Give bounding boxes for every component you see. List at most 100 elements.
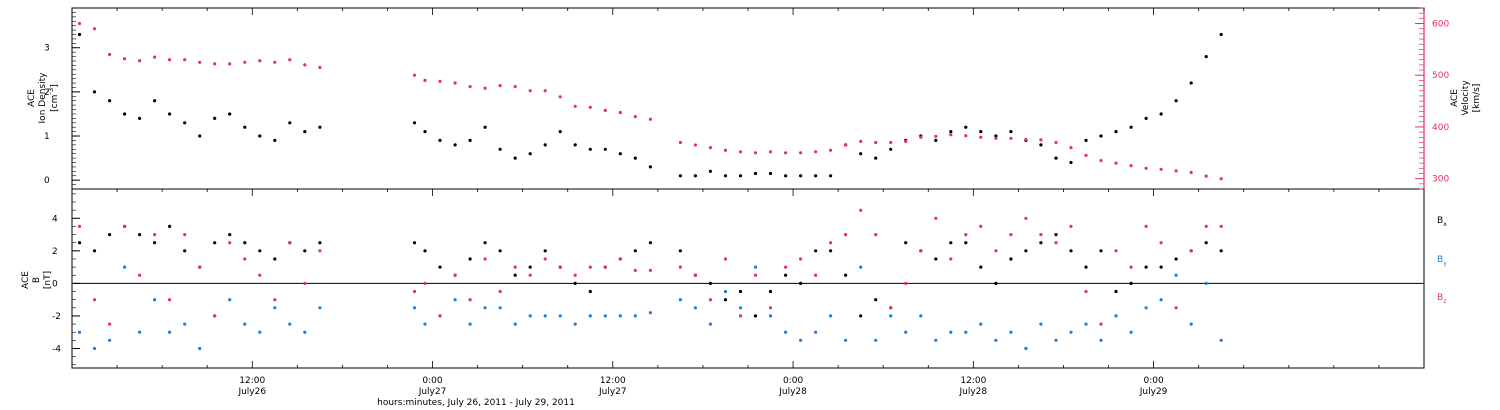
velocity-point	[1159, 167, 1163, 171]
by-point	[919, 314, 923, 318]
bx-point	[423, 249, 427, 253]
by-point	[423, 322, 427, 326]
velocity-tick-label: 300	[1432, 175, 1449, 185]
ion-density-point	[168, 112, 172, 116]
by-point	[829, 314, 833, 318]
velocity-point	[92, 27, 97, 31]
bz-point	[1144, 224, 1148, 228]
velocity-point	[768, 150, 773, 154]
ion-density-point	[964, 125, 968, 129]
ion-density-point	[934, 138, 938, 142]
density-tick-label: 0	[44, 176, 50, 186]
bz-point	[859, 208, 863, 212]
ion-density-point	[949, 130, 953, 134]
b-title-line-2: B	[32, 277, 42, 283]
bx-point	[412, 241, 417, 245]
velocity-point	[633, 115, 637, 119]
ion-density-point	[753, 171, 758, 176]
bx-point	[904, 241, 908, 245]
bz-point	[1099, 322, 1103, 326]
velocity-point	[618, 110, 622, 115]
b-axis-title: ACE B [nT]	[21, 271, 53, 289]
ion-density-point	[799, 174, 803, 178]
ion-density-point	[498, 147, 502, 151]
bx-point	[979, 265, 983, 269]
bz-point	[693, 273, 698, 277]
velocity-point	[303, 63, 307, 67]
velocity-point	[138, 59, 142, 63]
ion-density-point	[468, 138, 472, 142]
ion-density-point	[273, 138, 277, 142]
ion-density-point	[513, 156, 517, 160]
ion-density-point	[423, 130, 427, 134]
by-point	[543, 314, 547, 318]
bx-point	[1099, 249, 1103, 253]
ion-density-point	[678, 174, 683, 178]
by-point	[243, 322, 247, 326]
velocity-point	[1219, 177, 1223, 181]
bx-point	[723, 298, 728, 302]
by-point	[138, 330, 142, 334]
by-point	[288, 322, 292, 326]
ion-density-point	[994, 134, 998, 138]
bz-point	[1219, 224, 1223, 228]
velocity-point	[859, 139, 863, 143]
ion-density-point	[814, 174, 818, 178]
bz-point	[183, 233, 187, 237]
bz-point	[288, 241, 292, 245]
by-point	[723, 289, 728, 294]
bx-point	[108, 233, 112, 237]
legend-bx: Bx	[1437, 216, 1447, 228]
ion-density-point	[558, 130, 562, 134]
bz-point	[1024, 216, 1028, 220]
bx-point	[92, 249, 97, 253]
bz-point	[573, 273, 577, 277]
ion-density-point	[108, 99, 112, 103]
by-point	[738, 306, 743, 310]
b-tick-label: 2	[52, 247, 58, 257]
ion-density-point	[123, 112, 127, 116]
velocity-point	[753, 151, 758, 155]
velocity-point	[198, 60, 202, 64]
by-point	[678, 298, 683, 302]
ion-density-point	[859, 152, 863, 156]
ion-density-point	[528, 152, 532, 156]
ion-density-point	[453, 143, 457, 147]
bx-point	[483, 241, 487, 245]
bx-point	[303, 249, 307, 253]
bz-point	[513, 265, 517, 269]
bz-point	[543, 257, 547, 261]
bz-point	[468, 298, 472, 302]
velocity-point	[648, 117, 653, 121]
bz-point	[228, 241, 232, 245]
velocity-point	[123, 57, 127, 61]
bz-point	[588, 265, 592, 269]
bx-point	[318, 241, 322, 245]
density-velocity-plot	[77, 21, 1223, 181]
bz-point	[1009, 233, 1013, 237]
by-point	[528, 314, 532, 318]
velocity-point	[1189, 170, 1193, 175]
b-tick-label: -4	[52, 344, 61, 354]
time-tick-label: 0:00	[783, 376, 803, 386]
velocity-point	[412, 73, 417, 77]
date-tick-label: July28	[778, 387, 807, 397]
ion-density-point	[1054, 156, 1058, 160]
ion-density-point	[979, 130, 983, 134]
velocity-point	[513, 85, 517, 89]
bz-point	[919, 249, 923, 253]
bz-point	[423, 281, 427, 285]
ion-density-point	[258, 134, 262, 138]
bx-point	[228, 233, 232, 237]
velocity-point	[258, 59, 262, 63]
bx-point	[708, 281, 713, 285]
velocity-point	[1099, 159, 1103, 163]
bz-point	[318, 249, 322, 253]
velocity-point	[168, 58, 172, 62]
by-point	[573, 322, 577, 326]
ion-density-point	[228, 112, 232, 116]
velocity-point	[1114, 161, 1118, 165]
bx-point	[153, 241, 157, 245]
bx-point	[1039, 241, 1043, 245]
by-point	[123, 265, 127, 269]
